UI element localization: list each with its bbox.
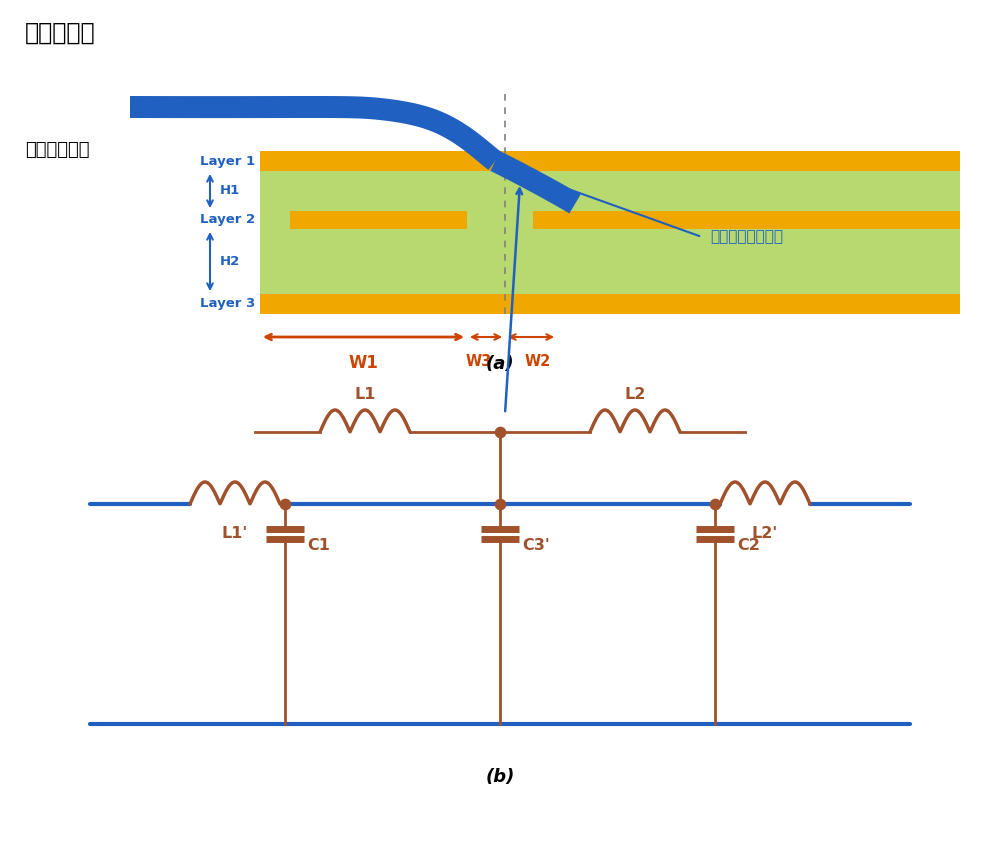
Polygon shape [490, 151, 581, 213]
Text: C1: C1 [307, 539, 330, 553]
Text: H2: H2 [220, 255, 240, 268]
Text: C2: C2 [737, 539, 760, 553]
Text: L1: L1 [354, 387, 376, 402]
Text: W3: W3 [466, 354, 492, 369]
Text: Layer 2: Layer 2 [200, 214, 255, 227]
Text: H1: H1 [220, 185, 240, 198]
Text: L2: L2 [624, 387, 646, 402]
Text: (a): (a) [486, 355, 514, 373]
Text: Layer 1: Layer 1 [200, 155, 255, 168]
Text: C3': C3' [522, 539, 550, 553]
Point [707, 497, 723, 511]
Point [277, 497, 293, 511]
Text: 连接器引脚: 连接器引脚 [25, 21, 96, 45]
Bar [260, 151, 960, 171]
Text: 连接器引脚接触点: 连接器引脚接触点 [710, 229, 783, 245]
Text: W2: W2 [525, 354, 551, 369]
Bar [260, 171, 960, 294]
Bar [533, 211, 960, 229]
Bar [260, 294, 960, 314]
Text: Layer 3: Layer 3 [200, 297, 255, 310]
Text: L2': L2' [752, 526, 778, 541]
Point [492, 497, 508, 511]
Text: L1': L1' [222, 526, 248, 541]
Text: 模块板金手指: 模块板金手指 [25, 141, 90, 159]
Bar [290, 211, 467, 229]
Point [492, 425, 508, 439]
Text: W1: W1 [349, 354, 378, 372]
Text: (b): (b) [485, 768, 515, 786]
Polygon shape [130, 96, 501, 170]
